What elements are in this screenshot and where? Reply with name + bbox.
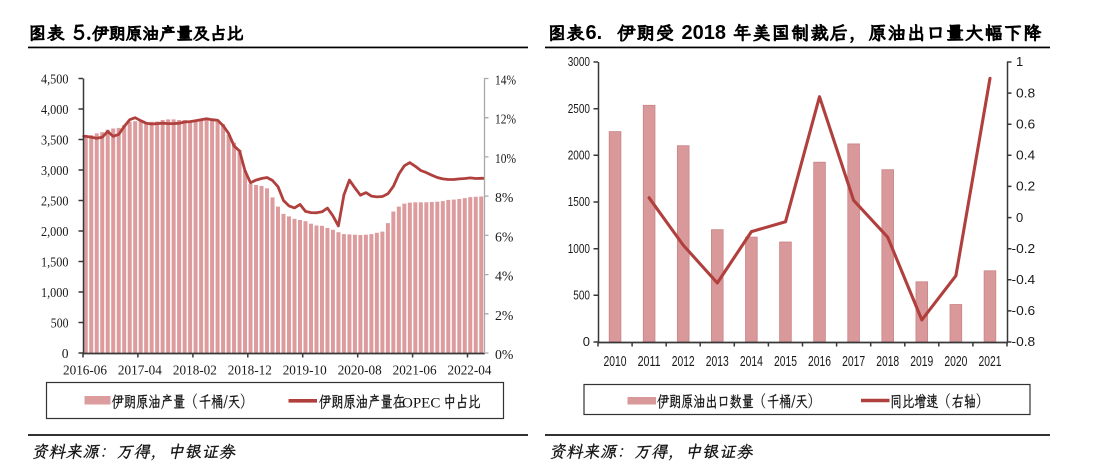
svg-text:2019-10: 2019-10 — [283, 363, 327, 378]
svg-text:12%: 12% — [495, 112, 516, 127]
svg-text:2%: 2% — [495, 308, 513, 323]
svg-text:14%: 14% — [495, 73, 516, 88]
svg-text:6%: 6% — [495, 229, 513, 244]
svg-text:0.4: 0.4 — [1016, 148, 1035, 163]
svg-text:2000: 2000 — [568, 148, 590, 163]
svg-text:2018: 2018 — [876, 354, 899, 370]
svg-text:0: 0 — [1016, 210, 1023, 225]
svg-text:2021: 2021 — [979, 354, 1002, 370]
svg-text:2,500: 2,500 — [41, 193, 69, 208]
svg-text:2022-04: 2022-04 — [448, 363, 492, 378]
svg-text:1,000: 1,000 — [41, 285, 69, 300]
svg-text:10%: 10% — [495, 151, 516, 166]
svg-text:500: 500 — [573, 288, 590, 303]
svg-text:0%: 0% — [495, 347, 513, 362]
svg-text:1000: 1000 — [568, 241, 590, 256]
svg-text:2016-06: 2016-06 — [63, 363, 107, 378]
svg-text:-0.2: -0.2 — [1012, 241, 1036, 256]
svg-text:3,000: 3,000 — [41, 163, 69, 178]
svg-text:0.8: 0.8 — [1016, 85, 1035, 100]
svg-text:2013: 2013 — [706, 354, 729, 370]
svg-text:3000: 3000 — [568, 54, 590, 69]
svg-text:2020-08: 2020-08 — [338, 363, 382, 378]
svg-text:2018: 2018 — [682, 22, 727, 44]
svg-text:4,500: 4,500 — [41, 71, 69, 86]
svg-text:2020: 2020 — [944, 354, 967, 370]
svg-text:2017: 2017 — [842, 354, 865, 370]
svg-text:OPEC: OPEC — [402, 395, 440, 411]
svg-text:2017-04: 2017-04 — [118, 363, 162, 378]
svg-text:2014: 2014 — [740, 354, 763, 370]
svg-text:2500: 2500 — [568, 101, 590, 116]
svg-text:1: 1 — [1016, 54, 1023, 69]
svg-text:-0.8: -0.8 — [1012, 334, 1036, 349]
svg-text:0.6: 0.6 — [1016, 116, 1035, 131]
svg-text:2012: 2012 — [672, 354, 695, 370]
svg-text:3,500: 3,500 — [41, 132, 69, 147]
svg-text:2016: 2016 — [808, 354, 831, 370]
svg-text:2019: 2019 — [910, 354, 933, 370]
svg-text:2,000: 2,000 — [41, 224, 69, 239]
svg-text:2018-02: 2018-02 — [173, 363, 217, 378]
svg-text:-0.6: -0.6 — [1012, 303, 1036, 318]
svg-text:4%: 4% — [495, 269, 513, 284]
svg-text:1500: 1500 — [568, 194, 590, 209]
svg-text:2010: 2010 — [604, 354, 627, 370]
svg-text:0: 0 — [62, 346, 69, 361]
svg-text:2021-06: 2021-06 — [393, 363, 437, 378]
svg-text:0.2: 0.2 — [1016, 179, 1035, 194]
svg-text:2011: 2011 — [638, 354, 661, 370]
svg-text:0: 0 — [583, 334, 590, 349]
svg-text:6.: 6. — [586, 22, 603, 44]
svg-text:8%: 8% — [495, 190, 513, 205]
svg-text:-0.4: -0.4 — [1012, 272, 1036, 287]
svg-text:2015: 2015 — [774, 354, 797, 370]
svg-text:2018-12: 2018-12 — [228, 363, 272, 378]
svg-text:500: 500 — [51, 315, 69, 330]
svg-text:4,000: 4,000 — [41, 102, 69, 117]
svg-text:1,500: 1,500 — [41, 254, 69, 269]
